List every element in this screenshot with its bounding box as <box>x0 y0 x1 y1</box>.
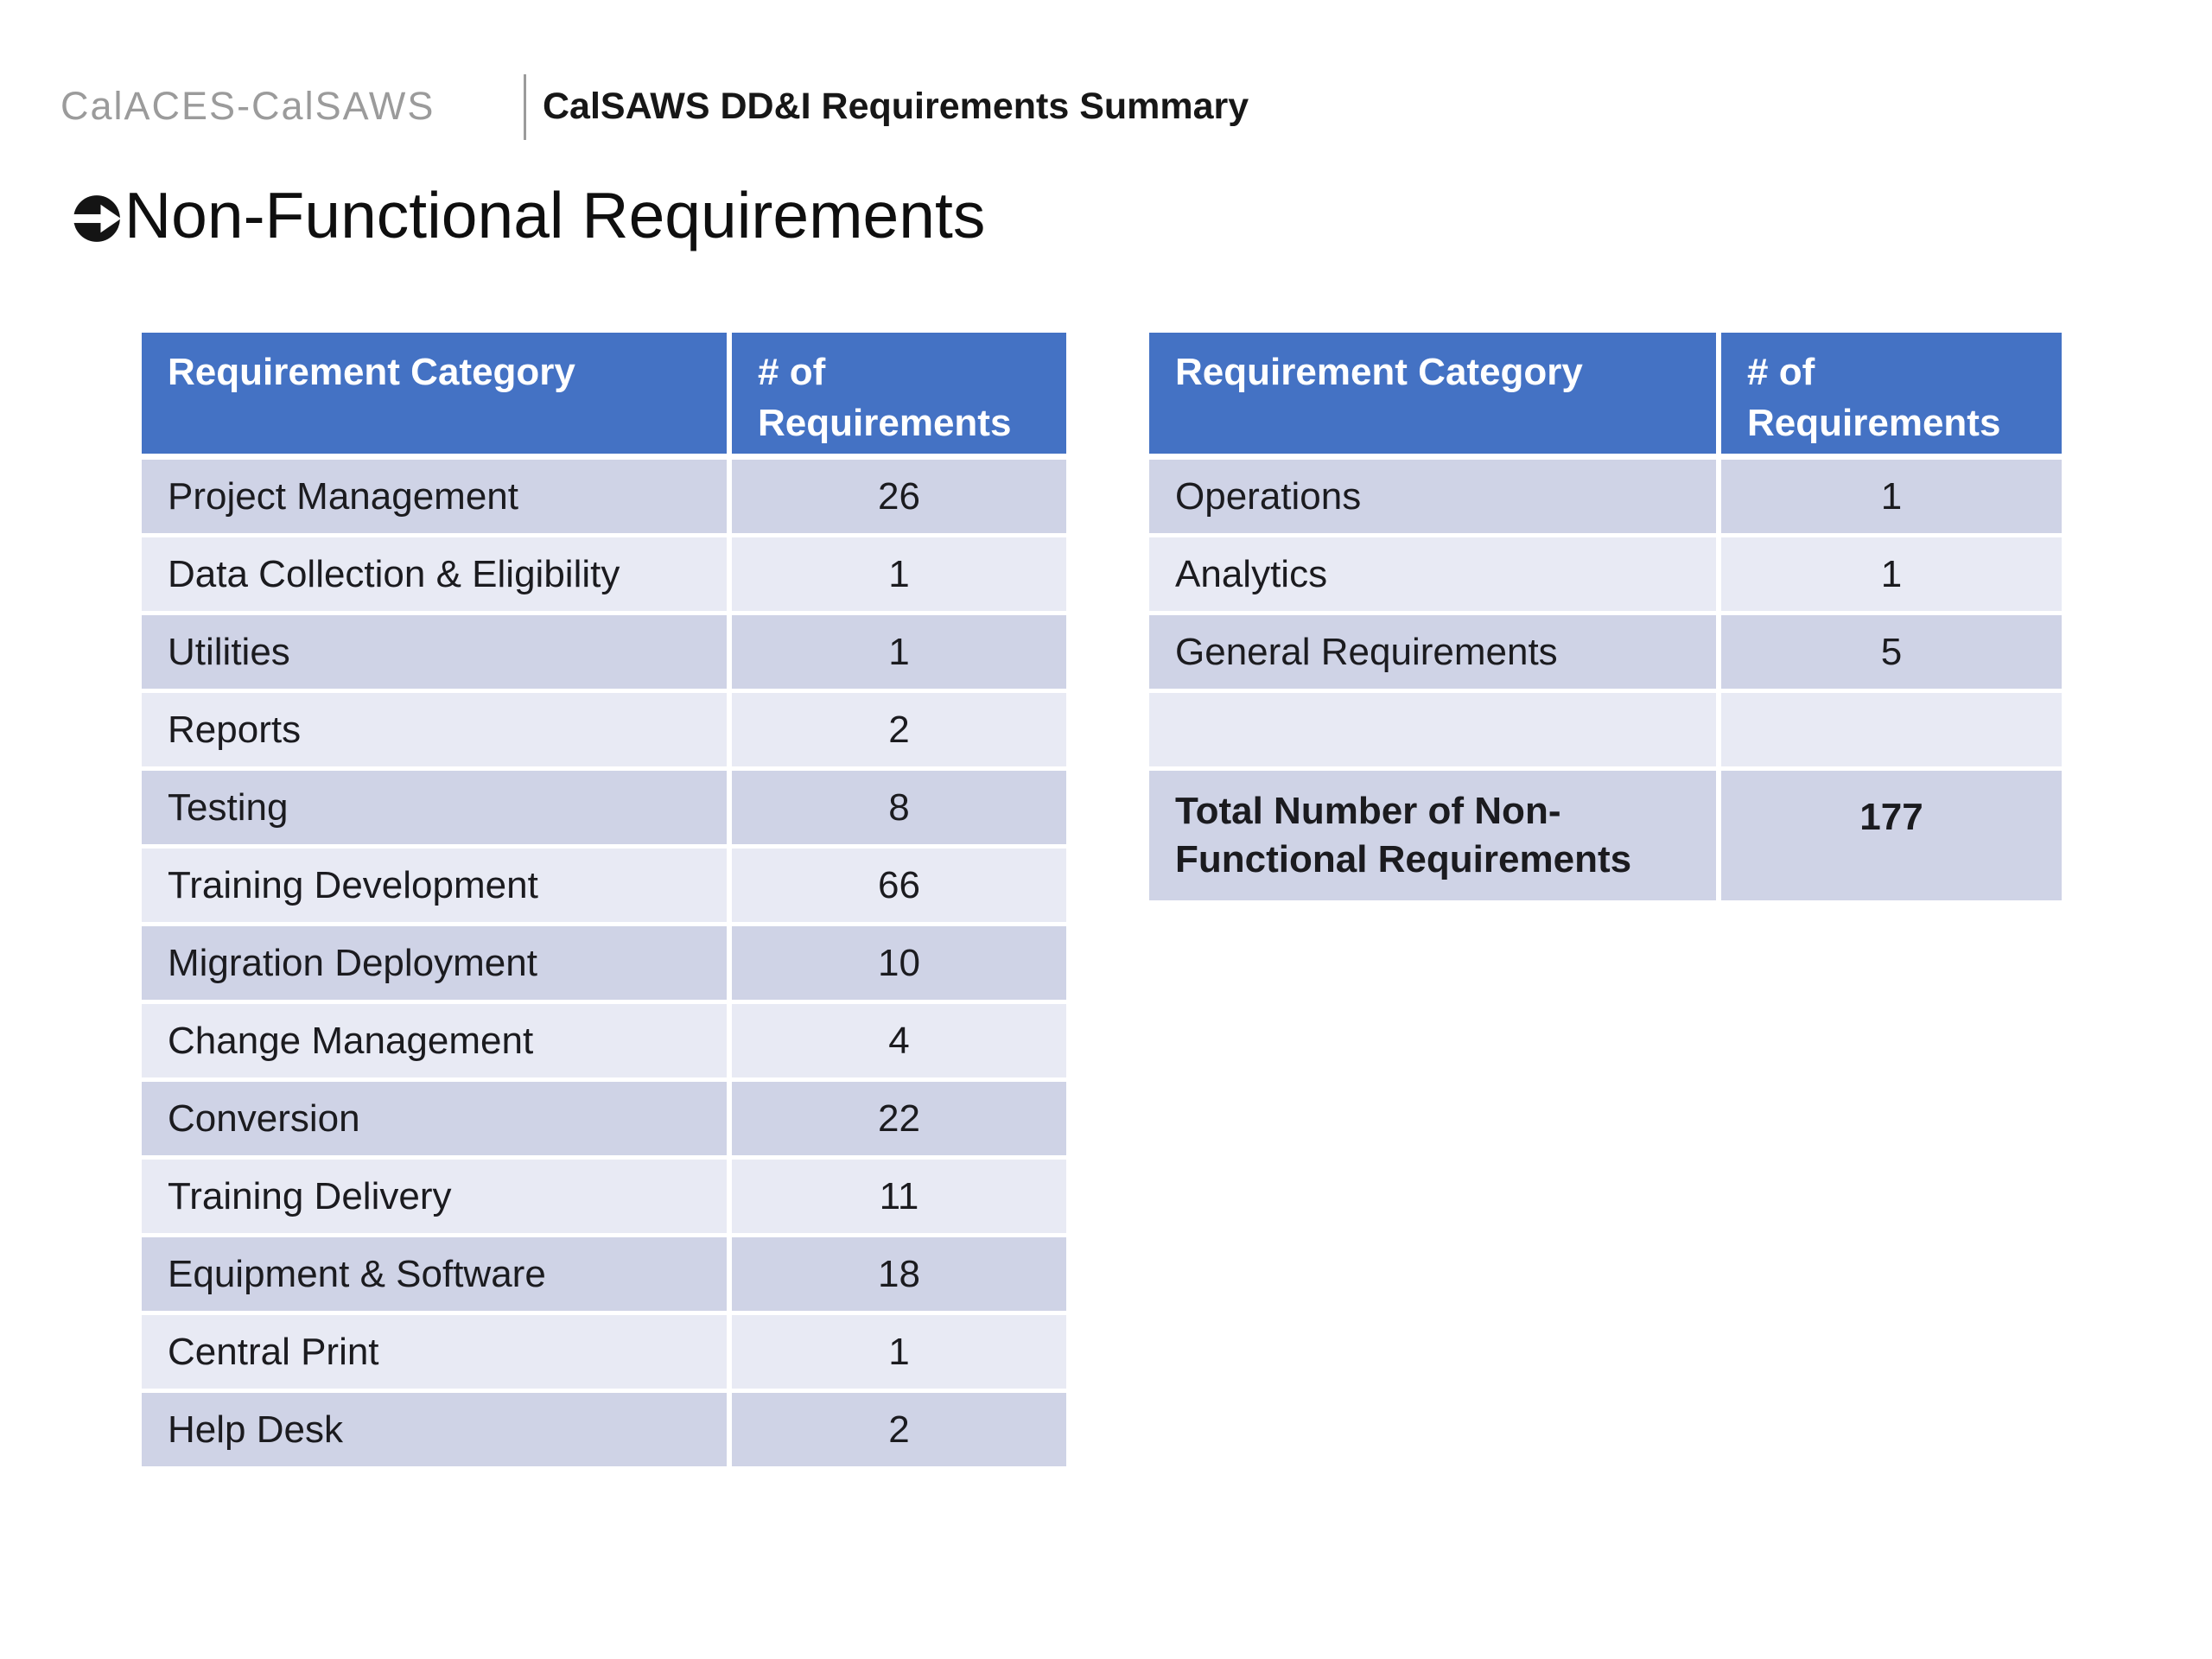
count-cell: 2 <box>732 693 1066 766</box>
category-cell: Central Print <box>142 1315 727 1389</box>
brand-logo-text: CalACES-CalSAWS <box>60 84 435 128</box>
count-cell: 4 <box>732 1004 1066 1077</box>
category-cell: Testing <box>142 771 727 844</box>
requirements-table-left: Requirement Category # of Requirements P… <box>142 333 1066 1471</box>
table-header-row: Requirement Category # of Requirements <box>142 333 1066 454</box>
table-body: Operations 1 Analytics 1 General Requirement… <box>1149 460 2062 900</box>
table-row: Change Management 4 <box>142 1004 1066 1077</box>
category-cell: Training Development <box>142 849 727 922</box>
category-cell: Help Desk <box>142 1393 727 1466</box>
table-total-row: Total Number of Non-Functional Requireme… <box>1149 771 2062 900</box>
table-row: Reports 2 <box>142 693 1066 766</box>
count-cell: 1 <box>732 537 1066 611</box>
category-cell: Training Delivery <box>142 1160 727 1233</box>
count-cell: 8 <box>732 771 1066 844</box>
table-row: Testing 8 <box>142 771 1066 844</box>
count-cell: 177 <box>1721 771 2062 900</box>
table-body: Project Management 26 Data Collection & El… <box>142 460 1066 1466</box>
table-row: Analytics 1 <box>1149 537 2062 611</box>
table-row: Training Development 66 <box>142 849 1066 922</box>
column-header-category: Requirement Category <box>142 333 727 454</box>
category-cell: Equipment & Software <box>142 1237 727 1311</box>
table-row: General Requirements 5 <box>1149 615 2062 689</box>
category-cell: Total Number of Non-Functional Requireme… <box>1149 771 1716 900</box>
requirements-table-right: Requirement Category # of Requirements O… <box>1149 333 2062 905</box>
count-cell <box>1721 693 2062 766</box>
slide-title-row: Non-Functional Requirements <box>73 178 985 252</box>
header-divider <box>524 74 526 140</box>
category-cell: Migration Deployment <box>142 926 727 1000</box>
circled-right-arrow-icon <box>73 195 121 242</box>
category-cell: General Requirements <box>1149 615 1716 689</box>
table-row: Equipment & Software 18 <box>142 1237 1066 1311</box>
table-row: Project Management 26 <box>142 460 1066 533</box>
category-cell: Conversion <box>142 1082 727 1155</box>
table-header-row: Requirement Category # of Requirements <box>1149 333 2062 454</box>
count-cell: 66 <box>732 849 1066 922</box>
table-row: Training Delivery 11 <box>142 1160 1066 1233</box>
document-title: CalSAWS DD&I Requirements Summary <box>543 86 1249 127</box>
count-cell: 1 <box>732 615 1066 689</box>
count-cell: 26 <box>732 460 1066 533</box>
category-cell: Analytics <box>1149 537 1716 611</box>
table-row: Data Collection & Eligibility 1 <box>142 537 1066 611</box>
column-header-count: # of Requirements <box>732 333 1066 454</box>
category-cell: Operations <box>1149 460 1716 533</box>
category-cell: Data Collection & Eligibility <box>142 537 727 611</box>
category-cell: Utilities <box>142 615 727 689</box>
column-header-count: # of Requirements <box>1721 333 2062 454</box>
category-cell: Change Management <box>142 1004 727 1077</box>
count-cell: 22 <box>732 1082 1066 1155</box>
column-header-category: Requirement Category <box>1149 333 1716 454</box>
count-cell: 1 <box>732 1315 1066 1389</box>
table-row: Utilities 1 <box>142 615 1066 689</box>
table-empty-row <box>1149 693 2062 766</box>
count-cell: 2 <box>732 1393 1066 1466</box>
category-cell <box>1149 693 1716 766</box>
category-cell: Project Management <box>142 460 727 533</box>
count-cell: 10 <box>732 926 1066 1000</box>
table-row: Conversion 22 <box>142 1082 1066 1155</box>
table-row: Operations 1 <box>1149 460 2062 533</box>
count-cell: 18 <box>732 1237 1066 1311</box>
count-cell: 1 <box>1721 460 2062 533</box>
table-row: Migration Deployment 10 <box>142 926 1066 1000</box>
count-cell: 1 <box>1721 537 2062 611</box>
page-title: Non-Functional Requirements <box>124 179 986 251</box>
table-row: Central Print 1 <box>142 1315 1066 1389</box>
category-cell: Reports <box>142 693 727 766</box>
count-cell: 11 <box>732 1160 1066 1233</box>
count-cell: 5 <box>1721 615 2062 689</box>
table-row: Help Desk 2 <box>142 1393 1066 1466</box>
